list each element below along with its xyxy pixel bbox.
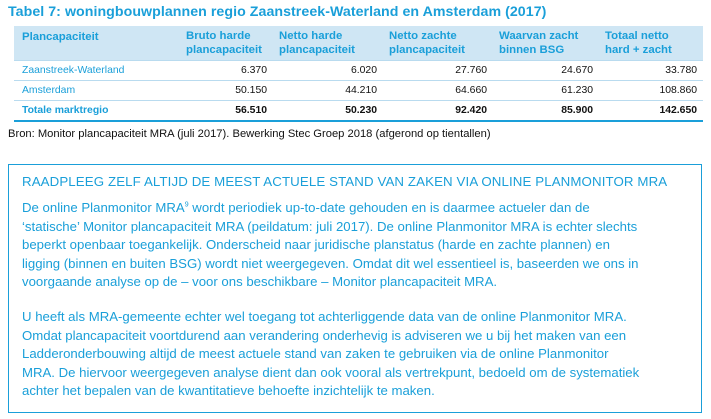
footnote-marker: 9	[184, 201, 189, 209]
table-header-row: Plancapaciteit Bruto harde plancapaciteit…	[14, 26, 703, 61]
paragraph-line: U heeft als MRA-gemeente echter wel toeg…	[22, 309, 627, 324]
table-title: Tabel 7: woningbouwplannen regio Zaanstr…	[8, 4, 547, 20]
table-cell: 24.670	[493, 60, 599, 81]
table-cell: 44.210	[273, 80, 383, 101]
table-cell: 92.420	[383, 100, 493, 122]
row-label: Zaanstreek-Waterland	[14, 60, 180, 81]
paragraph-line: voorgaande analyse op de – voor ons besc…	[22, 274, 498, 289]
col-header-netto-harde: Netto harde plancapaciteit	[273, 26, 383, 61]
row-label: Totale marktregio	[14, 100, 180, 122]
table-cell: 6.020	[273, 60, 383, 81]
table-row: Zaanstreek-Waterland 6.370 6.020 27.760 …	[14, 60, 703, 81]
col-header-bruto-harde: Bruto harde plancapaciteit	[180, 26, 273, 61]
paragraph-line: Ladderonderbouwing altijd de meest actue…	[22, 346, 609, 361]
paragraph-line: ligging (binnen en buiten BSG) wordt nie…	[22, 255, 639, 271]
table-cell: 142.650	[599, 100, 703, 122]
info-paragraph-1: De online Planmonitor MRA9 wordt periodi…	[22, 199, 692, 292]
table-cell: 6.370	[180, 60, 273, 81]
paragraph-line: ‘statische’ Monitor plancapaciteit MRA (…	[22, 218, 638, 234]
paragraph-line: MRA. De hiervoor weergegeven analyse die…	[22, 364, 640, 380]
table-cell: 108.860	[599, 80, 703, 101]
col-header-netto-zachte: Netto zachte plancapaciteit	[383, 26, 493, 61]
info-box: RAADPLEEG ZELF ALTIJD DE MEEST ACTUELE S…	[8, 164, 702, 413]
paragraph-line: achter het bepalen van de kwantitatieve …	[22, 383, 435, 398]
table-cell: 64.660	[383, 80, 493, 101]
table-cell: 50.230	[273, 100, 383, 122]
paragraph-line: Omdat plancapaciteit voortdurend aan ver…	[22, 327, 627, 343]
table-cell: 61.230	[493, 80, 599, 101]
table-cell: 50.150	[180, 80, 273, 101]
table-cell: 27.760	[383, 60, 493, 81]
info-box-heading: RAADPLEEG ZELF ALTIJD DE MEEST ACTUELE S…	[22, 174, 668, 189]
row-label: Amsterdam	[14, 80, 180, 101]
col-header-waarvan-zacht: Waarvan zacht binnen BSG	[493, 26, 599, 61]
info-paragraph-2: U heeft als MRA-gemeente echter wel toeg…	[22, 308, 692, 401]
table-cell: 33.780	[599, 60, 703, 81]
col-header-plancapaciteit: Plancapaciteit	[14, 26, 180, 61]
table-cell: 85.900	[493, 100, 599, 122]
housing-plans-table: Plancapaciteit Bruto harde plancapaciteit…	[14, 26, 703, 122]
paragraph-line: beperkt openbaar toegankelijk. Ondersche…	[22, 237, 610, 252]
table-row: Amsterdam 50.150 44.210 64.660 61.230 10…	[14, 80, 703, 101]
source-note: Bron: Monitor plancapaciteit MRA (juli 2…	[8, 128, 491, 140]
col-header-totaal-netto: Totaal netto hard + zacht	[599, 26, 703, 61]
table-cell: 56.510	[180, 100, 273, 122]
paragraph-line: De online Planmonitor MRA9 wordt periodi…	[22, 200, 590, 215]
table-total-row: Totale marktregio 56.510 50.230 92.420 8…	[14, 100, 703, 122]
